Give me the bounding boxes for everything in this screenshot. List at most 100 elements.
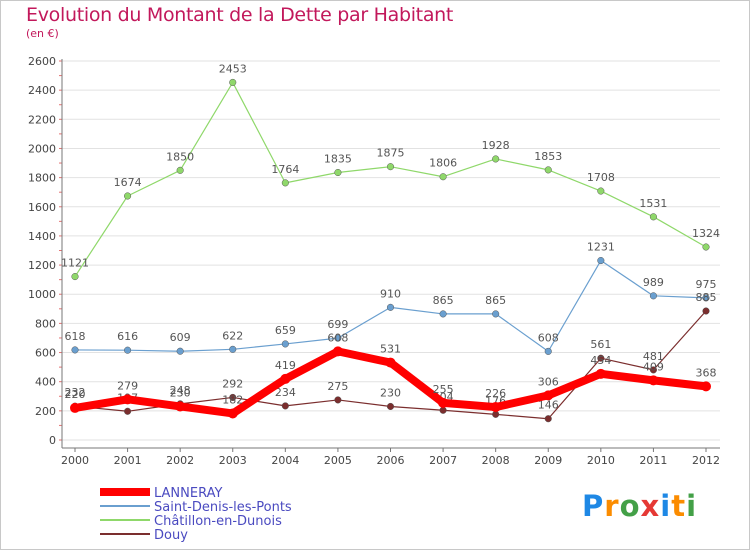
logo-letter: i [686, 489, 698, 523]
data-point-saint-denis-les-ponts [71, 346, 79, 354]
data-label-ch-tillon-en-dunois: 1324 [692, 227, 720, 240]
logo-letter: P [582, 489, 605, 523]
data-point-ch-tillon-en-dunois [649, 213, 657, 221]
data-label-ch-tillon-en-dunois: 1835 [324, 153, 352, 166]
data-point-douy [597, 354, 605, 362]
data-point-douy [649, 366, 657, 374]
data-label-ch-tillon-en-dunois: 1708 [587, 171, 615, 184]
data-point-douy [544, 415, 552, 423]
data-point-saint-denis-les-ponts [544, 347, 552, 355]
data-point-lanneray [543, 390, 554, 401]
logo-letter: t [671, 489, 687, 523]
data-label-ch-tillon-en-dunois: 1875 [377, 147, 405, 160]
data-label-saint-denis-les-ponts: 622 [222, 329, 243, 342]
y-tick-label: 200 [35, 405, 56, 418]
data-label-douy: 275 [327, 380, 348, 393]
data-label-douy: 232 [65, 386, 86, 399]
x-tick-label: 2002 [166, 454, 194, 467]
data-label-lanneray: 531 [380, 343, 401, 356]
y-tick-label: 1800 [28, 172, 56, 185]
y-tick-label: 2600 [28, 55, 56, 68]
proxiti-logo: Proxiti [582, 489, 697, 523]
data-point-lanneray [438, 397, 449, 408]
data-label-douy: 885 [696, 291, 717, 304]
data-point-saint-denis-les-ponts [281, 340, 289, 348]
data-label-ch-tillon-en-dunois: 1853 [534, 150, 562, 163]
logo-letter: o [619, 489, 641, 523]
data-point-ch-tillon-en-dunois [176, 166, 184, 174]
data-label-saint-denis-les-ponts: 608 [538, 331, 559, 344]
y-tick-label: 600 [35, 347, 56, 360]
data-point-ch-tillon-en-dunois [597, 187, 605, 195]
data-point-douy [124, 407, 132, 415]
data-label-lanneray: 419 [275, 359, 296, 372]
data-label-saint-denis-les-ponts: 616 [117, 330, 138, 343]
data-label-saint-denis-les-ponts: 910 [380, 287, 401, 300]
data-point-saint-denis-les-ponts [439, 310, 447, 318]
y-tick-label: 2000 [28, 142, 56, 155]
data-label-saint-denis-les-ponts: 865 [433, 294, 454, 307]
data-label-ch-tillon-en-dunois: 1121 [61, 257, 89, 270]
x-tick-label: 2011 [639, 454, 667, 467]
data-point-ch-tillon-en-dunois [124, 192, 132, 200]
data-label-saint-denis-les-ponts: 659 [275, 324, 296, 337]
data-point-lanneray [490, 402, 501, 413]
data-point-saint-denis-les-ponts [702, 294, 710, 302]
x-tick-label: 2003 [219, 454, 247, 467]
data-label-lanneray: 220 [65, 388, 86, 401]
data-point-saint-denis-les-ponts [176, 347, 184, 355]
data-point-douy [334, 396, 342, 404]
data-point-douy [229, 393, 237, 401]
data-point-lanneray [701, 381, 711, 392]
data-label-ch-tillon-en-dunois: 2453 [219, 62, 247, 75]
data-point-lanneray [280, 373, 291, 384]
data-point-saint-denis-les-ponts [649, 292, 657, 300]
data-label-ch-tillon-en-dunois: 1674 [114, 176, 142, 189]
x-tick-label: 2004 [271, 454, 299, 467]
data-label-ch-tillon-en-dunois: 1764 [271, 163, 299, 176]
data-label-lanneray: 306 [538, 375, 559, 388]
data-label-lanneray: 279 [117, 379, 138, 392]
x-tick-label: 2012 [692, 454, 720, 467]
data-point-ch-tillon-en-dunois [544, 166, 552, 174]
data-label-lanneray: 608 [327, 331, 348, 344]
legend-label-lanneray: LANNERAY [154, 486, 222, 501]
data-label-douy: 561 [590, 338, 611, 351]
data-label-saint-denis-les-ponts: 989 [643, 276, 664, 289]
data-label-saint-denis-les-ponts: 865 [485, 294, 506, 307]
data-label-ch-tillon-en-dunois: 1928 [482, 139, 510, 152]
data-label-ch-tillon-en-dunois: 1531 [639, 197, 667, 210]
data-point-lanneray [648, 375, 659, 386]
x-tick-label: 2005 [324, 454, 352, 467]
y-tick-label: 400 [35, 376, 56, 389]
data-point-douy [439, 406, 447, 414]
y-tick-label: 1400 [28, 230, 56, 243]
data-label-douy: 248 [170, 384, 191, 397]
data-label-lanneray: 230 [170, 386, 191, 399]
x-tick-label: 2006 [377, 454, 405, 467]
data-point-ch-tillon-en-dunois [334, 168, 342, 177]
legend-label-douy: Douy [154, 528, 188, 543]
data-point-lanneray [332, 346, 343, 357]
data-point-lanneray [595, 368, 606, 379]
data-label-douy: 234 [275, 386, 296, 399]
y-tick-label: 1600 [28, 201, 56, 214]
data-point-lanneray [175, 401, 186, 412]
data-label-saint-denis-les-ponts: 609 [170, 331, 191, 344]
x-tick-label: 2009 [534, 454, 562, 467]
data-label-lanneray: 368 [696, 366, 717, 379]
data-label-ch-tillon-en-dunois: 1806 [429, 157, 457, 170]
logo-letter: x [640, 489, 661, 523]
y-tick-label: 2400 [28, 84, 56, 97]
data-point-lanneray [122, 394, 133, 405]
legend-label-saint-denis-les-ponts: Saint-Denis-les-Ponts [154, 500, 292, 515]
x-tick-label: 2008 [482, 454, 510, 467]
data-point-douy [386, 402, 395, 411]
data-label-lanneray: 226 [485, 387, 506, 400]
data-label-lanneray: 255 [433, 383, 454, 396]
x-tick-label: 2001 [114, 454, 142, 467]
data-point-ch-tillon-en-dunois [386, 163, 395, 171]
data-point-lanneray [227, 408, 238, 419]
data-label-saint-denis-les-ponts: 618 [65, 330, 86, 343]
